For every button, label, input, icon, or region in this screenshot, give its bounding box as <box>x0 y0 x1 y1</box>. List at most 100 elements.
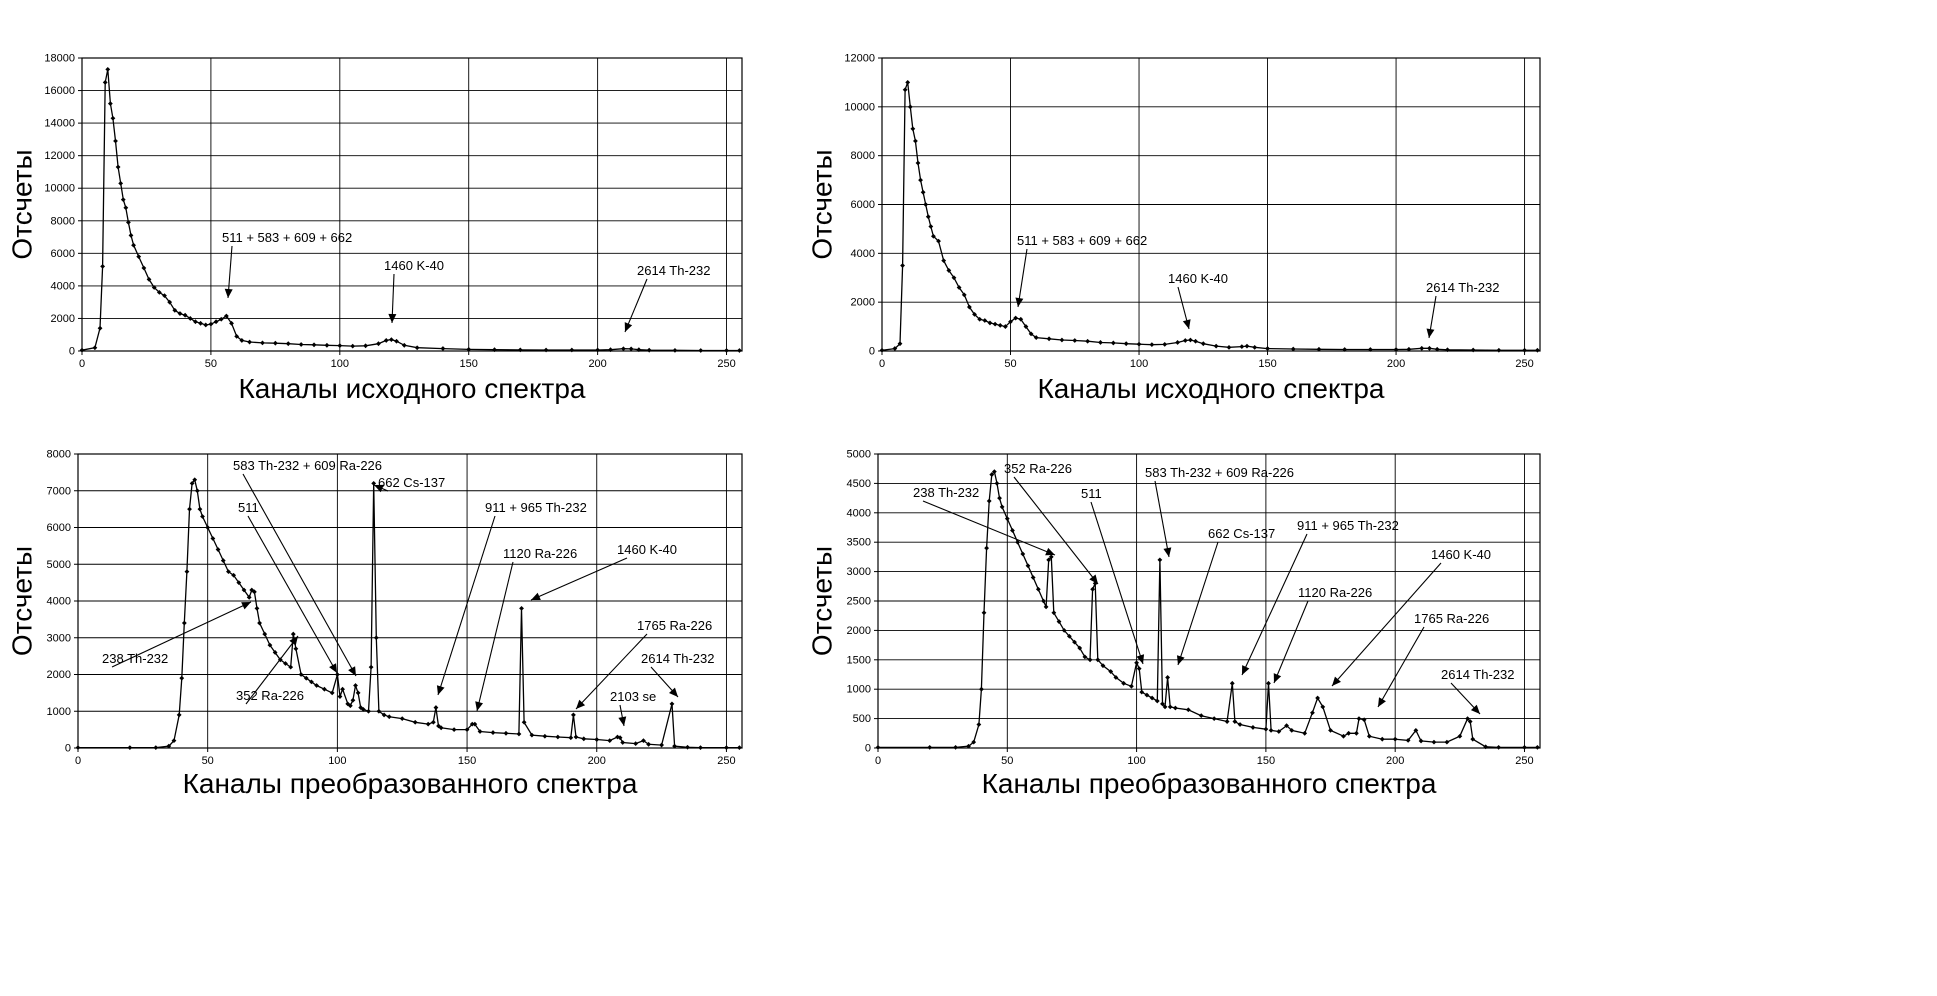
data-point <box>102 80 108 85</box>
data-point <box>1046 557 1052 563</box>
data-point <box>1535 745 1540 750</box>
data-point <box>621 346 626 352</box>
data-point <box>184 569 190 574</box>
data-point <box>1366 733 1372 739</box>
data-point <box>569 347 575 353</box>
plot-area <box>81 57 743 352</box>
data-point <box>1229 680 1235 686</box>
data-point <box>997 495 1002 501</box>
data-point <box>115 164 121 170</box>
data-point <box>1239 344 1245 350</box>
data-point <box>314 683 320 688</box>
data-point <box>92 345 98 351</box>
data-point <box>324 342 330 348</box>
annotation-label: 583 Th-232 + 609 Ra-226 <box>1145 465 1294 480</box>
data-point <box>641 738 646 744</box>
data-point <box>203 322 209 328</box>
data-point <box>1004 516 1010 522</box>
data-point <box>1265 346 1270 351</box>
x-tick-label: 100 <box>1127 755 1145 767</box>
data-point <box>1028 331 1034 337</box>
data-point <box>1316 346 1322 352</box>
annotation-label: 2614 Th-232 <box>1441 667 1515 682</box>
data-point <box>146 276 152 282</box>
data-point <box>902 87 908 93</box>
series-line <box>878 470 1538 749</box>
data-point <box>1200 341 1206 347</box>
data-point <box>971 739 977 745</box>
data-point <box>309 679 314 685</box>
data-point <box>1157 557 1163 563</box>
y-tick-label: 3000 <box>47 632 71 644</box>
annotation-arrowhead <box>241 602 251 610</box>
data-point <box>1213 343 1219 349</box>
chart-panel-1: 0200040006000800010000120001400016000180… <box>6 53 743 404</box>
data-point <box>1113 675 1119 680</box>
data-point <box>905 80 911 85</box>
annotation-label: 1460 K-40 <box>1431 547 1491 562</box>
data-point <box>298 342 304 347</box>
y-tick-label: 8000 <box>851 150 875 162</box>
data-point <box>193 319 198 325</box>
data-point <box>1356 716 1362 721</box>
y-tick-label: 2000 <box>47 669 71 681</box>
annotation-arrow-line <box>1017 248 1028 308</box>
data-point <box>218 316 224 322</box>
data-point <box>260 340 265 346</box>
data-point <box>999 504 1005 510</box>
data-point <box>433 705 439 710</box>
data-point <box>1121 680 1127 686</box>
annotation-arrow-line <box>1013 476 1099 585</box>
data-point <box>1353 730 1359 736</box>
data-point <box>1393 347 1399 352</box>
data-point <box>167 299 173 305</box>
data-point <box>194 488 200 494</box>
data-point <box>1046 336 1052 342</box>
data-point <box>388 337 394 343</box>
data-point <box>1496 745 1502 750</box>
data-point <box>229 320 234 326</box>
data-point <box>982 318 988 323</box>
data-point <box>1224 719 1230 724</box>
annotation-arrowhead <box>531 592 541 601</box>
data-point <box>1182 338 1188 343</box>
data-point <box>927 745 933 750</box>
annotation-arrowhead <box>576 699 586 709</box>
data-point <box>257 620 262 626</box>
data-point <box>353 683 358 688</box>
annotation-arrowhead <box>1426 328 1435 338</box>
data-point <box>992 321 998 327</box>
data-point <box>1098 340 1103 345</box>
chart-panel-3: 0 1000 2000 3000 4000 5000 6000 7000 8000 0 50 100 1… <box>6 449 743 799</box>
annotation-label: 352 Ra-226 <box>236 688 304 703</box>
data-point <box>1043 604 1049 610</box>
data-point <box>1025 563 1031 569</box>
data-point <box>1162 342 1168 347</box>
data-point <box>1002 324 1008 329</box>
data-point <box>1290 346 1296 352</box>
annotation-arrow-line <box>1090 501 1144 665</box>
data-point <box>337 343 343 349</box>
data-point <box>226 569 231 574</box>
data-point <box>1136 666 1142 672</box>
data-point <box>972 311 977 317</box>
data-point <box>1188 337 1193 343</box>
data-point <box>241 587 247 593</box>
y-tick-label: 5000 <box>47 559 71 571</box>
x-axis-label: Каналы преобразованного спектра <box>183 768 638 799</box>
data-point <box>1072 639 1077 645</box>
annotation-label: 2614 Th-232 <box>641 651 715 666</box>
x-axis-label: Каналы преобразованного спектра <box>982 768 1437 799</box>
data-point <box>127 745 133 751</box>
data-point <box>1237 722 1243 727</box>
data-point <box>176 712 182 718</box>
data-point <box>1175 340 1180 345</box>
annotation-label: 238 Th-232 <box>913 485 979 500</box>
data-point <box>1035 586 1041 592</box>
data-point <box>516 731 522 737</box>
y-tick-label: 12000 <box>44 150 75 162</box>
annotation-arrowhead <box>1242 665 1250 675</box>
data-point <box>177 311 183 316</box>
data-point <box>128 233 134 238</box>
annotation-label: 911 + 965 Th-232 <box>1297 518 1399 533</box>
